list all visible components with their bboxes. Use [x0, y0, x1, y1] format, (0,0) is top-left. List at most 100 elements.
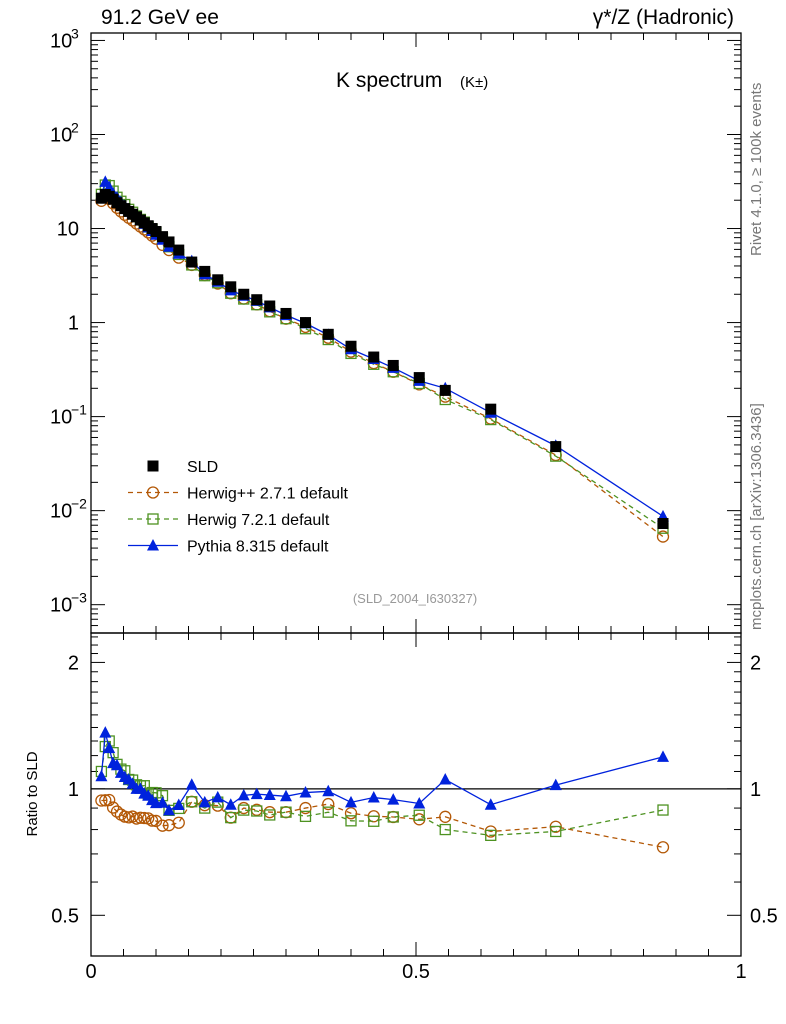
- point-sld: [439, 384, 451, 396]
- y-tick-label: 10: [50, 407, 72, 429]
- point-sld: [657, 518, 669, 530]
- header-left: 91.2 GeV ee: [101, 6, 219, 29]
- ratio-point-herwig-2-7-1-default: [134, 811, 147, 824]
- point-sld: [150, 225, 162, 237]
- ratio-point-pythia-8-315-default: [657, 750, 669, 762]
- ratio-point-herwig-7-2-1-default: [368, 815, 380, 827]
- ratio-point-herwig-7-2-1-default: [345, 815, 357, 827]
- ratio-point-pythia-8-315-default: [413, 796, 426, 809]
- ratio-y-tick-label: 1: [68, 779, 79, 801]
- ratio-point-pythia-8-315-default: [95, 769, 108, 782]
- series-layer: [95, 175, 670, 854]
- ratio-point-herwig-2-7-1-default: [185, 795, 198, 808]
- ratio-point-herwig-2-7-1-default: [95, 794, 108, 807]
- point-sld: [173, 244, 185, 256]
- ratio-point-herwig-2-7-1-default: [145, 814, 159, 827]
- ratio-point-pythia-8-315-default: [263, 788, 276, 801]
- line-herwig-7-2-1-default: [100, 184, 664, 529]
- ratio-point-pythia-8-315-default: [111, 758, 123, 771]
- ratio-point-herwig-7-2-1-default: [413, 809, 425, 821]
- ratio-y-tick-label-right: 1: [750, 779, 761, 801]
- y-tick-label: 10: [50, 501, 72, 523]
- ratio-point-pythia-8-315-default: [211, 790, 224, 803]
- point-sld: [322, 328, 334, 340]
- ratio-line-herwig-7-2-1-default: [100, 739, 664, 837]
- series-herwig-2-7-1-default: [95, 190, 670, 854]
- y-tick-label-exponent: 3: [71, 25, 79, 41]
- ratio-point-herwig-2-7-1-default: [299, 801, 312, 815]
- ratio-y-tick-label-right: 2: [750, 652, 761, 674]
- legend-label: SLD: [187, 459, 218, 476]
- ratio-point-herwig-7-2-1-default: [299, 810, 312, 823]
- y-tick-label: 10: [50, 124, 72, 146]
- legend-marker: [147, 539, 159, 551]
- y-tick-label: 1: [68, 313, 79, 335]
- ratio-point-herwig-2-7-1-default: [106, 801, 120, 814]
- ratio-y-tick-label: 0.5: [51, 905, 79, 927]
- point-sld: [387, 359, 399, 371]
- point-sld: [157, 231, 168, 243]
- ratio-point-herwig-2-7-1-default: [439, 810, 452, 823]
- ratio-point-herwig-7-2-1-default: [225, 811, 237, 824]
- legend-item-herwig-2-7-1-default: Herwig++ 2.7.1 default: [128, 486, 349, 503]
- ratio-point-pythia-8-315-default: [198, 795, 211, 808]
- ratio-point-herwig-2-7-1-default: [138, 811, 151, 825]
- series-sld: [95, 189, 669, 530]
- legend-label: Herwig 7.2.1 default: [187, 512, 330, 529]
- y-tick-label-exponent: −2: [71, 496, 87, 512]
- ratio-point-pythia-8-315-default: [250, 787, 263, 800]
- point-sld: [163, 236, 175, 248]
- chart-title: K spectrum: [336, 69, 442, 92]
- header-right: γ*/Z (Hadronic): [592, 6, 734, 29]
- ratio-point-pythia-8-315-default: [367, 791, 380, 803]
- legend: SLD Herwig++ 2.7.1 default Herwig 7.2.1 de…: [128, 459, 349, 556]
- ratio-point-herwig-7-2-1-default: [439, 823, 451, 836]
- ratio-point-pythia-8-315-default: [280, 789, 292, 802]
- line-pythia-8-315-default: [100, 180, 664, 517]
- x-tick-label: 1: [735, 961, 746, 983]
- point-sld: [212, 274, 224, 286]
- ratio-point-pythia-8-315-default: [163, 803, 175, 816]
- ratio-y-tick-label: 2: [68, 652, 79, 674]
- ratio-point-herwig-7-2-1-default: [186, 796, 198, 808]
- series-pythia-8-315-default: [95, 175, 669, 816]
- point-sld: [345, 340, 357, 352]
- ratio-point-herwig-7-2-1-default: [387, 811, 399, 823]
- ratio-point-pythia-8-315-default: [299, 786, 312, 798]
- ratio-line-pythia-8-315-default: [100, 732, 664, 812]
- ratio-point-herwig-7-2-1-default: [485, 829, 497, 842]
- point-herwig-2-7-1-default: [656, 530, 670, 543]
- ratio-point-pythia-8-315-default: [345, 795, 357, 808]
- point-sld: [199, 265, 211, 277]
- ratio-point-pythia-8-315-default: [484, 798, 497, 810]
- point-sld: [300, 317, 311, 329]
- ratio-point-herwig-2-7-1-default: [103, 793, 116, 807]
- ratio-point-herwig-2-7-1-default: [344, 807, 358, 820]
- ratio-y-label: Ratio to SLD: [24, 751, 41, 836]
- ratio-point-herwig-7-2-1-default: [251, 805, 263, 817]
- point-sld: [368, 351, 380, 363]
- ratio-point-herwig-7-2-1-default: [264, 809, 276, 821]
- point-sld: [264, 300, 276, 312]
- chart-title-sub: (K±): [460, 74, 488, 91]
- point-sld: [225, 281, 237, 293]
- y-tick-label: 10: [50, 595, 72, 617]
- ratio-point-herwig-2-7-1-default: [156, 819, 169, 832]
- legend-label: Pythia 8.315 default: [187, 539, 329, 556]
- legend-marker: [146, 486, 160, 499]
- legend-marker: [147, 460, 159, 472]
- legend-label: Herwig++ 2.7.1 default: [187, 486, 349, 503]
- y-tick-label: 10: [57, 219, 79, 241]
- ratio-frame: [90, 632, 742, 957]
- legend-item-herwig-7-2-1-default: Herwig 7.2.1 default: [128, 512, 330, 529]
- legend-item-pythia-8-315-default: Pythia 8.315 default: [128, 539, 329, 556]
- ratio-point-pythia-8-315-default: [322, 784, 335, 797]
- ratio-point-herwig-7-2-1-default: [550, 825, 562, 838]
- y-tick-label-exponent: 2: [71, 119, 79, 135]
- ratio-point-pythia-8-315-default: [172, 798, 185, 811]
- ratio-point-pythia-8-315-default: [237, 788, 250, 801]
- series-herwig-7-2-1-default: [95, 179, 669, 842]
- ratio-point-pythia-8-315-default: [387, 793, 400, 805]
